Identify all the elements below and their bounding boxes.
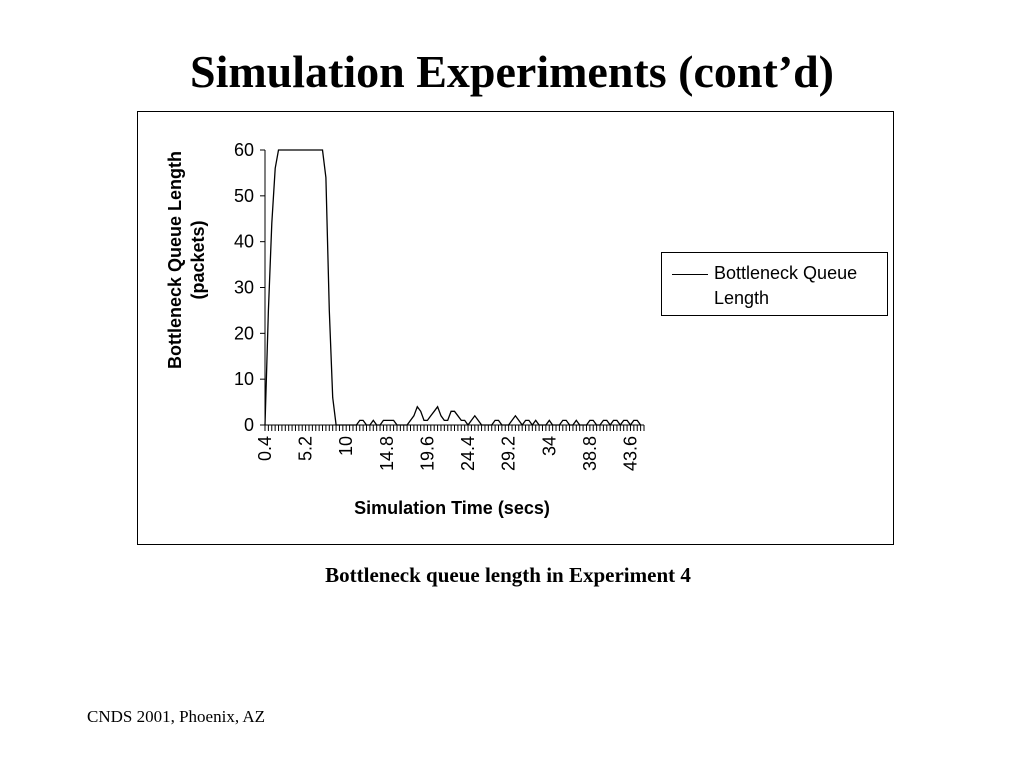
chart-legend: Bottleneck Queue Length [661, 252, 888, 316]
x-tick-label: 43.6 [620, 436, 640, 471]
x-axis-ticks: 0.4 5.2 10 14.8 19.6 24.4 29.2 34 38.8 43.6 [255, 425, 645, 471]
x-tick-label: 24.4 [458, 436, 478, 471]
slide-title: Simulation Experiments (cont’d) [190, 46, 834, 97]
y-axis-ticks: 0 10 20 30 40 50 60 [234, 140, 265, 435]
y-tick-label: 30 [234, 278, 254, 298]
queue-length-chart: Bottleneck Queue Length (packets) 0 10 20 3… [165, 140, 645, 518]
series-line-bottleneck-queue-length [264, 149, 642, 427]
x-tick-label: 5.2 [296, 436, 316, 461]
legend-line-swatch [672, 274, 708, 275]
x-tick-label: 34 [539, 436, 559, 456]
x-tick-label: 0.4 [255, 436, 275, 461]
y-tick-label: 50 [234, 186, 254, 206]
x-tick-label: 10 [336, 436, 356, 456]
y-tick-label: 60 [234, 140, 254, 160]
chart-frame: Bottleneck Queue Length (packets) 0 10 20 3… [137, 111, 894, 545]
y-axis-label-line-1: Bottleneck Queue Length [165, 151, 185, 369]
slide-footer: CNDS 2001, Phoenix, AZ [87, 707, 266, 726]
y-tick-label: 10 [234, 369, 254, 389]
x-axis-label: Simulation Time (secs) [354, 498, 550, 518]
y-tick-label: 20 [234, 323, 254, 343]
x-tick-label: 14.8 [377, 436, 397, 471]
y-axis-label-group: Bottleneck Queue Length (packets) [165, 151, 208, 369]
y-tick-label: 40 [234, 232, 254, 252]
figure-caption: Bottleneck queue length in Experiment 4 [325, 563, 691, 587]
x-tick-label: 38.8 [580, 436, 600, 471]
x-tick-label: 19.6 [417, 436, 437, 471]
legend-label-bottleneck-queue-length: Bottleneck Queue Length [714, 263, 858, 308]
y-tick-label: 0 [244, 415, 254, 435]
y-axis-label-line-2: (packets) [188, 220, 208, 299]
x-tick-label: 29.2 [499, 436, 519, 471]
